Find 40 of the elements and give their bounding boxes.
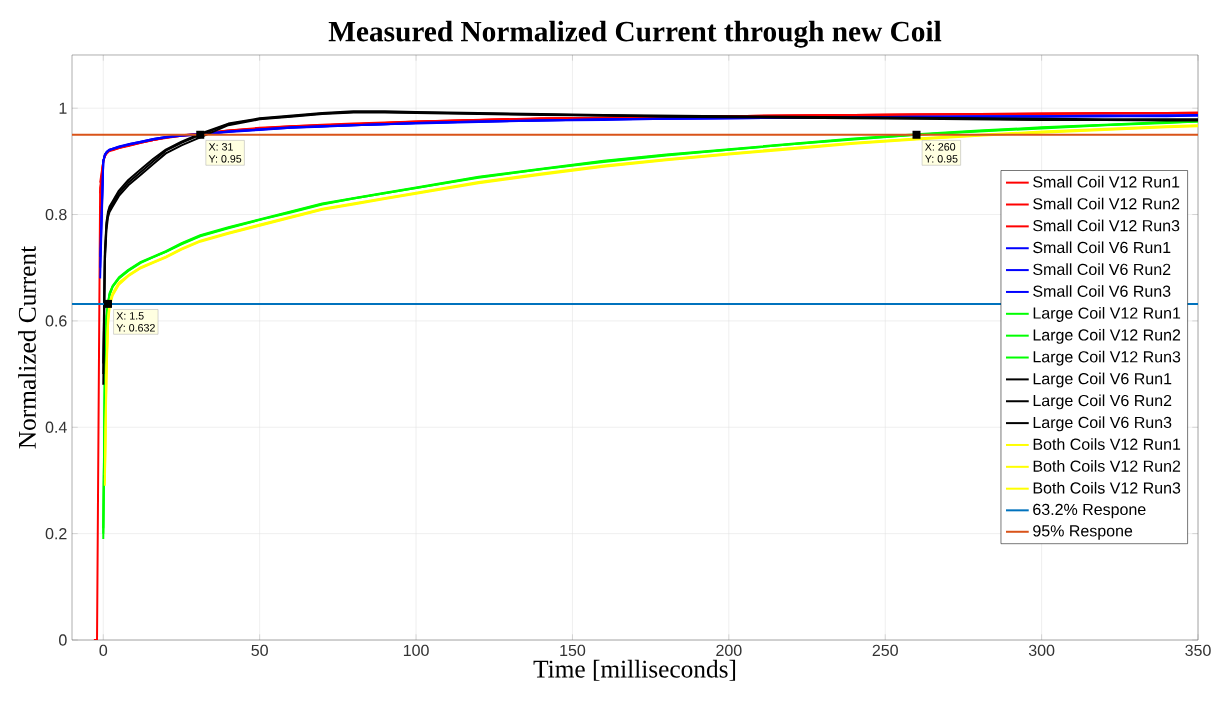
x-tick-label: 0 xyxy=(99,644,108,657)
legend-label: 63.2% Respone xyxy=(1033,503,1146,519)
annotation: X: 31 xyxy=(208,143,233,151)
y-tick-label: 0.2 xyxy=(45,527,67,540)
x-axis-title: Time [milliseconds] xyxy=(533,659,736,681)
legend-label: Large Coil V6 Run1 xyxy=(1033,372,1172,388)
legend-label: Both Coils V12 Run3 xyxy=(1033,481,1181,494)
legend-label: Large Coil V6 Run3 xyxy=(1033,416,1172,432)
y-axis-title: Normalized Current xyxy=(18,246,36,449)
legend-label: Both Coils V12 Run1 xyxy=(1033,438,1181,450)
legend-label: Small Coil V6 Run2 xyxy=(1033,263,1171,276)
legend-label: Small Coil V12 Run1 xyxy=(1033,175,1180,188)
legend-label: Large Coil V12 Run2 xyxy=(1033,328,1181,344)
x-tick-label: 250 xyxy=(872,644,898,657)
annotation: Y: 0.632 xyxy=(116,324,155,332)
legend-label: 95% Respone xyxy=(1033,525,1133,540)
legend-label: Small Coil V6 Run1 xyxy=(1033,241,1171,254)
y-tick-label: 0 xyxy=(59,634,67,646)
chart-title: Measured Normalized Current through new Coil xyxy=(328,20,942,48)
y-tick-label: 0.8 xyxy=(45,208,67,221)
y-tick-label: 0.6 xyxy=(45,315,67,327)
y-tick-label: 0.4 xyxy=(45,421,67,433)
x-tick-label: 150 xyxy=(560,644,586,657)
legend-label: Large Coil V12 Run3 xyxy=(1033,350,1181,366)
x-tick-label: 100 xyxy=(403,644,429,657)
legend-label: Small Coil V12 Run3 xyxy=(1033,219,1180,232)
x-tick-label: 50 xyxy=(251,644,268,657)
legend-label: Small Coil V6 Run3 xyxy=(1033,285,1171,297)
y-tick-label: 1 xyxy=(59,102,67,114)
legend-label: Large Coil V12 Run1 xyxy=(1033,307,1181,322)
legend-label: Large Coil V6 Run2 xyxy=(1033,394,1172,410)
x-tick-label: 200 xyxy=(716,644,742,657)
annotation: X: 260 xyxy=(925,143,956,151)
annotation: Y: 0.95 xyxy=(208,155,242,163)
x-tick-label: 350 xyxy=(1185,644,1211,657)
legend-label: Both Coils V12 Run2 xyxy=(1033,460,1181,472)
legend-label: Small Coil V12 Run2 xyxy=(1033,197,1180,210)
x-tick-label: 300 xyxy=(1028,644,1055,657)
annotation: Y: 0.95 xyxy=(925,155,958,163)
annotation: X: 1.5 xyxy=(116,312,144,320)
